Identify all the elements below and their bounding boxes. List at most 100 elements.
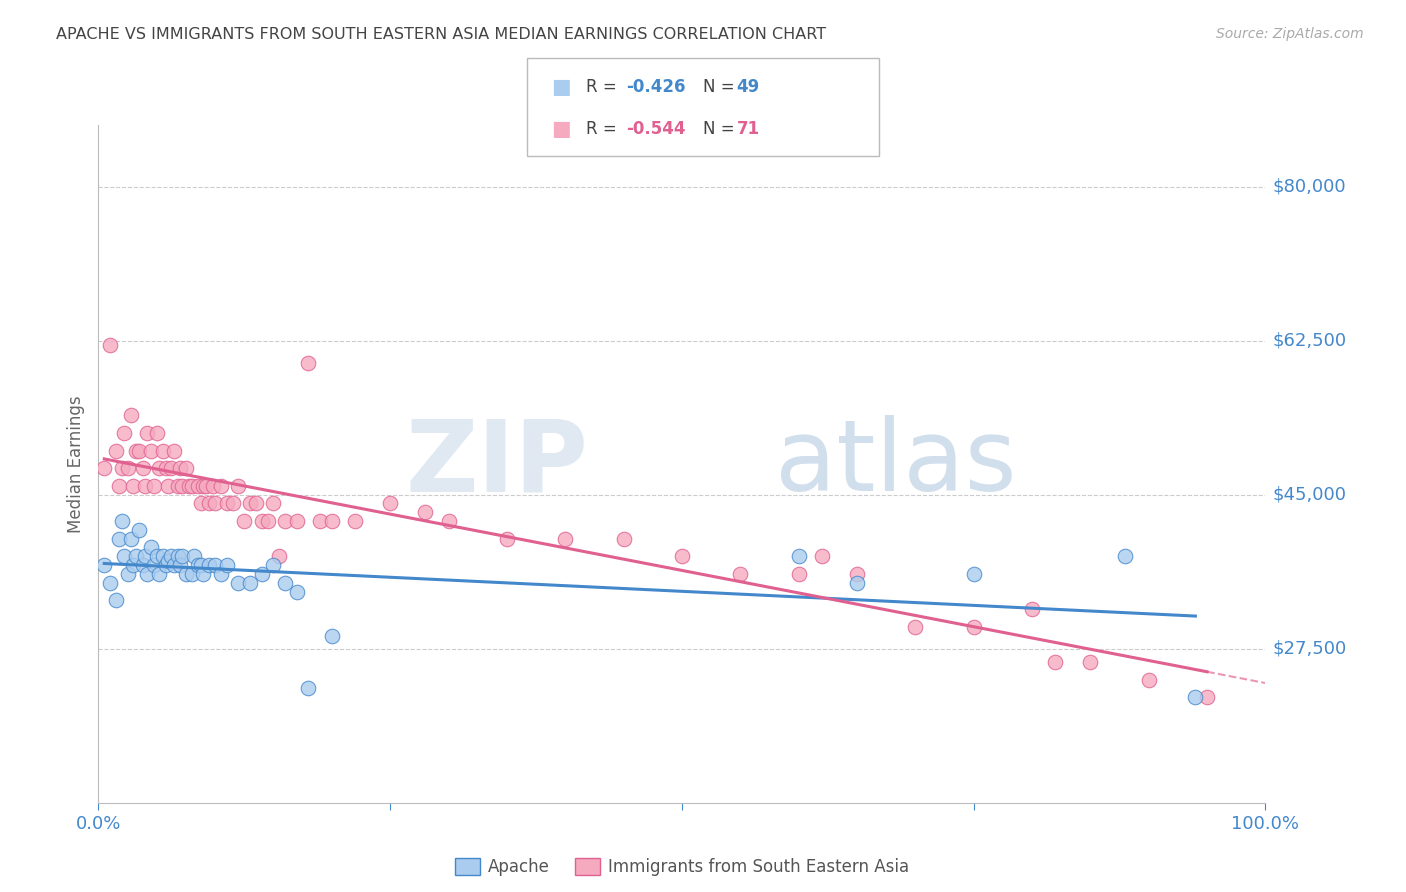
Point	[378, 496, 402, 510]
Point	[117, 461, 139, 475]
Text: $62,500: $62,500	[1272, 332, 1347, 350]
Text: atlas: atlas	[775, 416, 1017, 512]
Point	[437, 514, 460, 528]
Point	[256, 514, 278, 528]
Point	[157, 554, 180, 568]
Point	[172, 479, 194, 493]
Point	[146, 425, 169, 440]
Point	[122, 558, 145, 573]
Text: ■: ■	[551, 120, 571, 139]
Point	[112, 425, 135, 440]
Point	[166, 479, 188, 493]
Point	[194, 479, 217, 493]
Point	[104, 443, 127, 458]
Point	[159, 549, 181, 564]
Point	[209, 479, 232, 493]
Point	[134, 549, 156, 564]
Point	[1184, 690, 1206, 705]
Point	[321, 514, 343, 528]
Point	[262, 496, 284, 510]
Point	[239, 575, 262, 590]
Point	[122, 479, 145, 493]
Point	[112, 549, 135, 564]
Point	[201, 479, 224, 493]
Text: APACHE VS IMMIGRANTS FROM SOUTH EASTERN ASIA MEDIAN EARNINGS CORRELATION CHART: APACHE VS IMMIGRANTS FROM SOUTH EASTERN …	[56, 27, 827, 42]
Legend: Apache, Immigrants from South Eastern Asia: Apache, Immigrants from South Eastern As…	[449, 851, 915, 882]
Point	[125, 443, 148, 458]
Point	[198, 558, 221, 573]
Point	[190, 496, 212, 510]
Point	[321, 628, 343, 642]
Point	[108, 479, 131, 493]
Text: $27,500: $27,500	[1272, 640, 1347, 657]
Point	[1045, 655, 1067, 669]
Point	[612, 532, 634, 546]
Point	[139, 541, 162, 555]
Point	[787, 549, 810, 564]
Point	[250, 514, 273, 528]
Point	[108, 532, 131, 546]
Point	[495, 532, 517, 546]
Point	[169, 461, 191, 475]
Text: $45,000: $45,000	[1272, 485, 1347, 504]
Point	[155, 461, 177, 475]
Point	[169, 558, 191, 573]
Point	[962, 620, 984, 634]
Point	[155, 558, 177, 573]
Text: $80,000: $80,000	[1272, 178, 1346, 195]
Point	[98, 575, 121, 590]
Point	[125, 549, 148, 564]
Point	[136, 566, 159, 581]
Point	[146, 549, 169, 564]
Point	[285, 584, 308, 599]
Point	[104, 593, 127, 607]
Point	[221, 496, 243, 510]
Text: N =: N =	[703, 78, 740, 96]
Point	[148, 461, 170, 475]
Point	[117, 566, 139, 581]
Point	[180, 566, 202, 581]
Point	[136, 425, 159, 440]
Point	[152, 549, 174, 564]
Text: 71: 71	[737, 120, 759, 138]
Point	[148, 566, 170, 581]
Point	[159, 461, 181, 475]
Point	[204, 496, 226, 510]
Point	[139, 443, 162, 458]
Point	[250, 566, 273, 581]
Point	[845, 566, 868, 581]
Point	[157, 479, 180, 493]
Point	[174, 566, 197, 581]
Text: ZIP: ZIP	[406, 416, 589, 512]
Point	[274, 514, 297, 528]
Point	[190, 558, 212, 573]
Point	[1080, 655, 1102, 669]
Point	[1137, 673, 1160, 687]
Point	[193, 566, 215, 581]
Text: R =: R =	[586, 78, 623, 96]
Point	[297, 355, 319, 369]
Point	[671, 549, 693, 564]
Point	[166, 549, 188, 564]
Point	[183, 549, 205, 564]
Point	[811, 549, 834, 564]
Point	[204, 558, 226, 573]
Point	[1195, 690, 1218, 705]
Point	[228, 479, 250, 493]
Point	[554, 532, 576, 546]
Point	[93, 461, 115, 475]
Point	[198, 496, 221, 510]
Point	[128, 443, 150, 458]
Point	[413, 505, 436, 519]
Point	[180, 479, 202, 493]
Point	[128, 523, 150, 537]
Point	[132, 558, 155, 573]
Point	[297, 681, 319, 696]
Point	[193, 479, 215, 493]
Point	[730, 566, 752, 581]
Point	[787, 566, 810, 581]
Point	[93, 558, 115, 573]
Text: 49: 49	[737, 78, 761, 96]
Point	[274, 575, 297, 590]
Point	[1021, 602, 1043, 616]
